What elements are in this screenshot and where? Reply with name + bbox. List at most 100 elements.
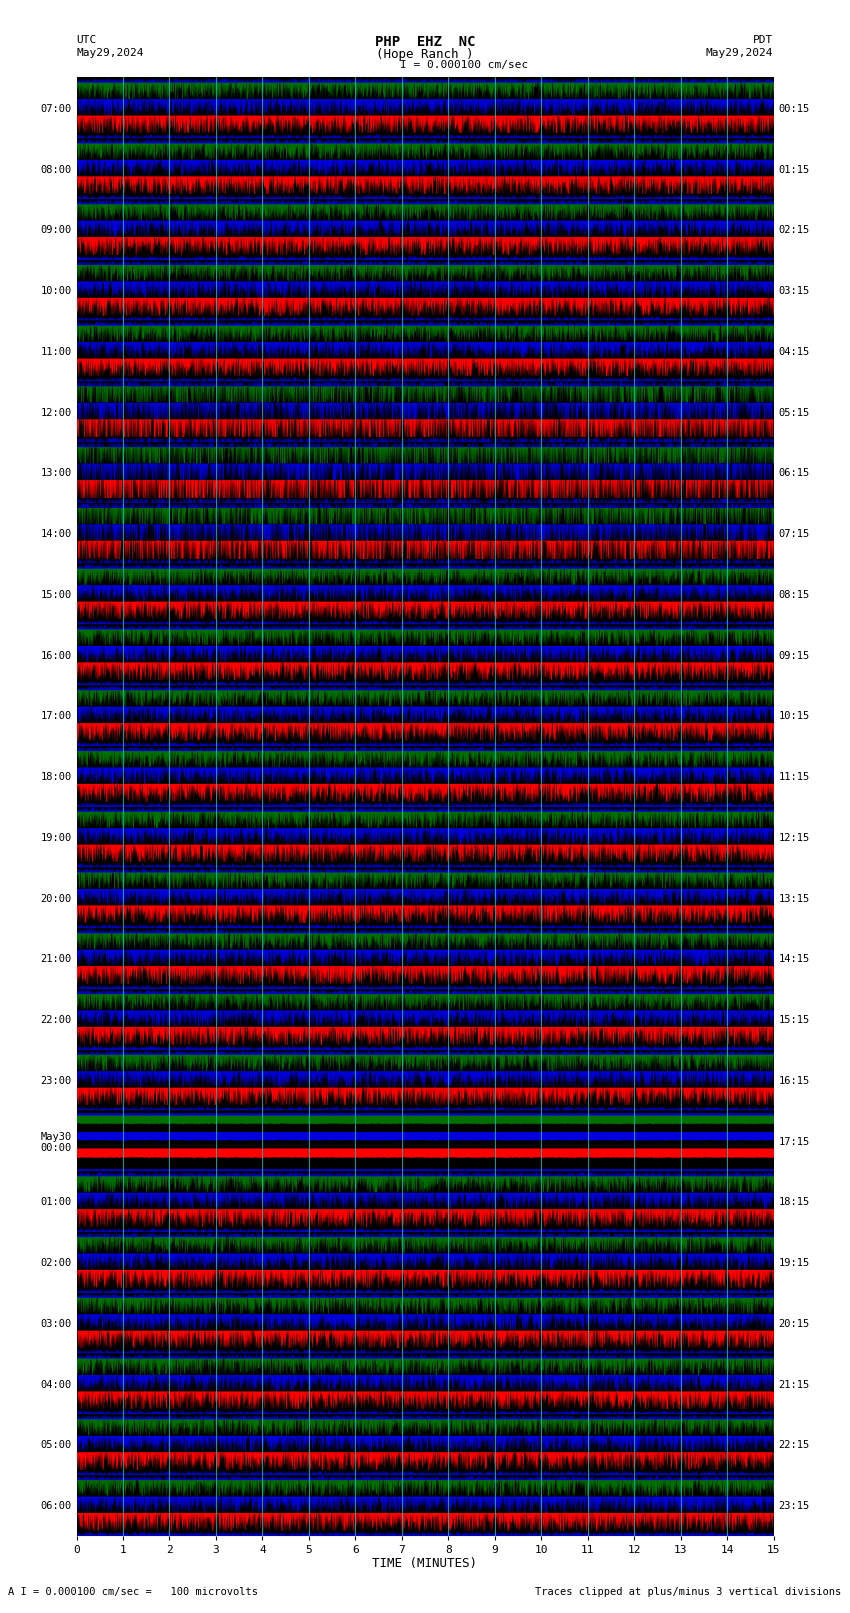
Bar [76,98,774,115]
Bar [76,82,774,98]
Bar [76,889,774,905]
Bar [76,463,774,479]
Bar [76,194,774,198]
Bar [76,802,774,806]
Bar [76,1315,774,1331]
Bar [76,827,774,844]
Bar [76,1410,774,1415]
Bar [76,1415,774,1419]
Bar [76,176,774,194]
X-axis label: TIME (MINUTES): TIME (MINUTES) [372,1558,478,1571]
Bar [76,873,774,889]
Bar [76,1050,774,1055]
Bar [76,1479,774,1497]
Bar [76,966,774,984]
Bar [76,1208,774,1227]
Bar [76,784,774,802]
Bar [76,1105,774,1110]
Bar [76,1452,774,1469]
Bar [76,558,774,563]
Bar [76,989,774,994]
Bar [76,221,774,237]
Bar [76,932,774,950]
Text: (Hope Ranch ): (Hope Ranch ) [377,48,473,61]
Bar [76,1237,774,1253]
Bar [76,1110,774,1115]
Bar [76,1045,774,1050]
Bar [76,447,774,463]
Bar [76,1087,774,1105]
Bar [76,645,774,661]
Bar [76,950,774,966]
Bar [76,1115,774,1132]
Text: I = 0.000100 cm/sec: I = 0.000100 cm/sec [400,60,528,69]
Bar [76,1358,774,1374]
Bar [76,1292,774,1297]
Bar [76,1513,774,1531]
Bar [76,326,774,342]
Bar [76,1232,774,1237]
Bar [76,265,774,281]
Bar [76,568,774,586]
Text: PHP  EHZ  NC: PHP EHZ NC [375,35,475,50]
Bar [76,690,774,706]
Bar [76,586,774,602]
Bar [76,905,774,923]
Bar [76,1297,774,1315]
Bar [76,927,774,932]
Bar [76,806,774,811]
Bar [76,386,774,403]
Bar [76,260,774,265]
Bar [76,1192,774,1208]
Bar [76,1171,774,1176]
Text: A I = 0.000100 cm/sec =   100 microvolts: A I = 0.000100 cm/sec = 100 microvolts [8,1587,258,1597]
Bar [76,706,774,723]
Text: May29,2024: May29,2024 [706,48,774,58]
Bar [76,1227,774,1232]
Bar [76,811,774,827]
Bar [76,619,774,624]
Bar [76,629,774,645]
Text: UTC: UTC [76,35,97,45]
Bar [76,984,774,989]
Bar [76,1436,774,1452]
Bar [76,498,774,503]
Bar [76,1287,774,1292]
Bar [76,661,774,681]
Bar [76,1269,774,1287]
Bar [76,686,774,690]
Bar [76,316,774,321]
Bar [76,1353,774,1358]
Bar [76,1132,774,1148]
Bar [76,1026,774,1045]
Bar [76,144,774,160]
Bar [76,376,774,381]
Bar [76,1010,774,1026]
Bar [76,563,774,568]
Bar [76,723,774,740]
Bar [76,923,774,927]
Bar [76,358,774,376]
Bar [76,1071,774,1087]
Bar [76,863,774,868]
Bar [76,139,774,144]
Bar [76,1469,774,1474]
Bar [76,237,774,255]
Bar [76,540,774,558]
Bar [76,602,774,619]
Bar [76,1390,774,1410]
Text: PDT: PDT [753,35,774,45]
Bar [76,868,774,873]
Bar [76,503,774,508]
Bar [76,198,774,203]
Bar [76,442,774,447]
Bar [76,624,774,629]
Bar [76,681,774,686]
Bar [76,437,774,442]
Bar [76,1374,774,1390]
Bar [76,524,774,540]
Bar [76,77,774,82]
Bar [76,844,774,863]
Bar [76,203,774,221]
Bar [76,1055,774,1071]
